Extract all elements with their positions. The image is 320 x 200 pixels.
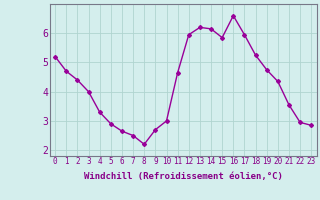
X-axis label: Windchill (Refroidissement éolien,°C): Windchill (Refroidissement éolien,°C)	[84, 172, 283, 181]
